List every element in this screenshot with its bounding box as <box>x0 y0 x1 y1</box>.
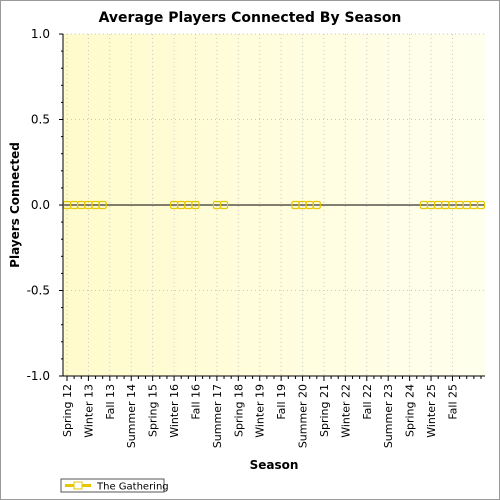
x-tick-label: Spring 24 <box>404 384 417 437</box>
data-point <box>219 200 229 210</box>
data-point <box>98 200 107 210</box>
x-tick-label: Summer 14 <box>125 384 138 448</box>
x-tick-label: Winter 16 <box>168 384 181 438</box>
x-tick-label: Winter 13 <box>82 384 95 438</box>
x-tick-label: Spring 18 <box>232 384 245 437</box>
x-tick-label: Fall 22 <box>361 384 374 420</box>
x-tick-label: Fall 25 <box>446 384 459 420</box>
x-tick-label: Summer 20 <box>297 384 310 448</box>
x-tick-label: Summer 17 <box>211 384 224 448</box>
y-axis-ticks: 1.0 0.5 0.0 -0.5 -1.0 <box>27 27 63 383</box>
x-tick-label: Summer 23 <box>382 384 395 448</box>
x-tick-label: Winter 22 <box>339 384 352 438</box>
x-axis-ticks: Spring 12 Winter 13 Fall 13 Summer 14 Spring… <box>61 376 482 448</box>
legend-label: The Gathering <box>96 482 169 493</box>
x-axis-title: Season <box>250 458 299 472</box>
x-tick-label: Fall 19 <box>275 384 288 420</box>
x-tick-label: Winter 19 <box>254 384 267 438</box>
x-tick-label: Fall 13 <box>104 384 117 420</box>
y-tick-label: 1.0 <box>31 27 50 41</box>
grid-lines <box>63 33 485 377</box>
legend-box <box>60 478 165 493</box>
x-tick-label: Spring 21 <box>318 384 331 437</box>
x-tick-label: Fall 16 <box>189 384 202 420</box>
legend-swatch-marker <box>73 481 83 490</box>
legend: The Gathering <box>60 478 169 493</box>
y-tick-label: 0.5 <box>31 113 50 127</box>
chart-title: Average Players Connected By Season <box>99 10 402 26</box>
data-point <box>191 200 200 210</box>
data-point <box>312 200 321 210</box>
x-tick-label: Spring 12 <box>61 384 74 437</box>
x-tick-label: Winter 25 <box>425 384 438 438</box>
series-layer <box>62 200 486 210</box>
x-tick-label: Spring 15 <box>147 384 160 437</box>
y-tick-label: -1.0 <box>27 369 50 383</box>
data-point <box>476 200 486 210</box>
y-tick-label: -0.5 <box>27 284 50 298</box>
y-axis-title: Players Connected <box>8 142 22 268</box>
y-tick-label: 0.0 <box>31 198 50 212</box>
